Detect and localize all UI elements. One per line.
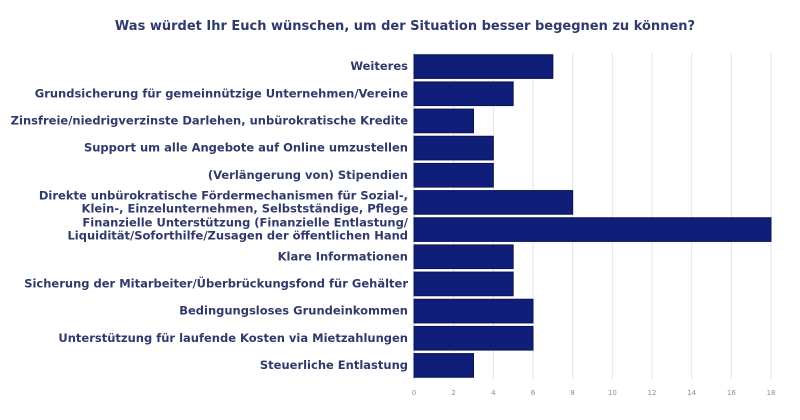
category-label-11: Steuerliche Entlastung bbox=[260, 358, 408, 372]
bar-11 bbox=[413, 353, 474, 378]
category-label-5: Direkte unbürokratische Fördermechanisme… bbox=[39, 188, 408, 215]
bar-6 bbox=[413, 217, 772, 242]
bar-2 bbox=[413, 108, 474, 134]
x-tick-label-2: 2 bbox=[451, 389, 455, 397]
category-label-8: Sicherung der Mitarbeiter/Überbrückungsf… bbox=[24, 275, 408, 290]
category-label-6: Finanzielle Unterstützung (Finanzielle E… bbox=[67, 216, 408, 243]
category-label-7: Klare Informationen bbox=[278, 249, 408, 263]
bar-0 bbox=[413, 54, 554, 79]
x-tick-label-4: 4 bbox=[491, 389, 496, 397]
bar-4 bbox=[413, 162, 494, 188]
category-label-4: (Verlängerung von) Stipendien bbox=[208, 168, 408, 182]
category-label-3: Support um alle Angebote auf Online umzu… bbox=[84, 141, 408, 155]
bar-7 bbox=[413, 244, 514, 270]
x-tick-label-6: 6 bbox=[531, 389, 536, 397]
category-label-1: Grundsicherung für gemeinnützige Unterne… bbox=[35, 86, 408, 100]
category-label-9: Bedingungsloses Grundeinkommen bbox=[179, 304, 408, 318]
bar-3 bbox=[413, 135, 494, 161]
bar-9 bbox=[413, 298, 534, 324]
x-tick-label-12: 12 bbox=[648, 389, 657, 397]
bar-8 bbox=[413, 271, 514, 297]
bar-5 bbox=[413, 190, 574, 215]
x-tick-label-0: 0 bbox=[412, 389, 416, 397]
x-tick-label-16: 16 bbox=[727, 389, 736, 397]
x-tick-label-18: 18 bbox=[767, 389, 776, 397]
x-tick-label-10: 10 bbox=[608, 389, 617, 397]
category-label-2: Zinsfreie/niedrigverzinste Darlehen, unb… bbox=[11, 113, 409, 127]
bar-1 bbox=[413, 81, 514, 107]
chart-title: Was würdet Ihr Euch wünschen, um der Sit… bbox=[114, 19, 696, 34]
category-label-0: Weiteres bbox=[350, 59, 408, 73]
category-label-10: Unterstützung für laufende Kosten via Mi… bbox=[58, 331, 408, 345]
bar-10 bbox=[413, 325, 534, 351]
x-tick-label-14: 14 bbox=[687, 389, 696, 397]
x-tick-label-8: 8 bbox=[570, 389, 574, 397]
